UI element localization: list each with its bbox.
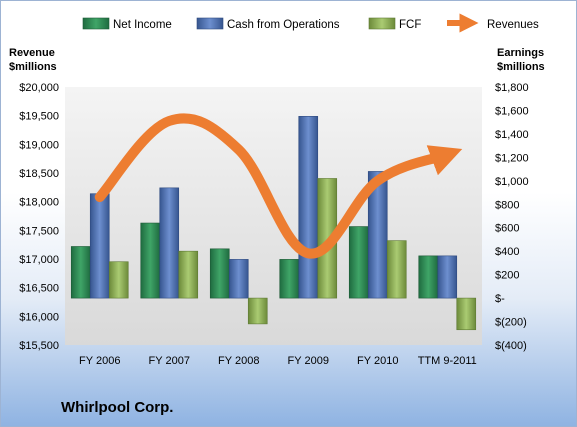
legend-item: Cash from Operations [196, 17, 340, 31]
fcf-bar [456, 297, 477, 331]
revenues-line [94, 113, 463, 259]
left-tick-label: $19,500 [19, 111, 59, 123]
cash-from-operations-bar [298, 116, 319, 299]
legend-label: FCF [399, 19, 421, 31]
right-tick-label: $200 [495, 270, 519, 282]
legend-swatch [368, 17, 396, 30]
net-income-bar [348, 226, 369, 299]
net-income-bar [279, 259, 300, 299]
left-axis-ticks: $20,000 $19,500 $19,000 $18,500 $18,000 $17,5… [19, 82, 59, 352]
left-tick-label: $17,500 [19, 225, 59, 237]
bars [70, 116, 477, 331]
left-tick-label: $19,000 [19, 139, 59, 151]
left-tick-label: $16,000 [19, 311, 59, 323]
category-label: FY 2007 [149, 355, 190, 367]
right-tick-label: $1,200 [495, 152, 529, 164]
left-tick-label: $16,500 [19, 283, 59, 295]
legend: Net Income Cash from Operations FCF Revenue… [82, 13, 539, 33]
right-axis-title-line1: Earnings [497, 47, 545, 59]
legend-item: Revenues [447, 13, 539, 33]
legend-label: Net Income [113, 19, 172, 31]
revenue-line-layer [94, 113, 463, 259]
left-tick-label: $18,000 [19, 197, 59, 209]
left-tick-label: $17,000 [19, 254, 59, 266]
right-tick-label: $1,400 [495, 129, 529, 141]
legend-item: FCF [368, 17, 421, 31]
left-tick-label: $18,500 [19, 168, 59, 180]
legend-item: Net Income [82, 17, 172, 31]
right-tick-label: $(200) [495, 317, 527, 329]
left-axis-title: Revenue $millions [9, 46, 57, 74]
right-tick-label: $(400) [495, 340, 527, 352]
left-tick-label: $15,500 [19, 340, 59, 352]
right-tick-label: $1,600 [495, 105, 529, 117]
cash-from-operations-bar [159, 187, 180, 299]
net-income-bar [418, 255, 439, 299]
cash-from-operations-bar [437, 255, 458, 299]
left-tick-label: $20,000 [19, 82, 59, 94]
cash-from-operations-bar [89, 193, 110, 299]
right-axis-ticks: $1,800 $1,600 $1,400 $1,200 $1,000 $800 $600 $4… [495, 82, 529, 352]
left-axis-title-line2: $millions [9, 61, 57, 73]
cash-from-operations-bar [367, 171, 388, 299]
category-labels: FY 2006 FY 2007 FY 2008 FY 2009 FY 2010 TTM 9… [79, 355, 477, 367]
fcf-bar [178, 250, 199, 299]
category-label: FY 2010 [357, 355, 398, 367]
right-tick-label: $400 [495, 246, 519, 258]
right-tick-label: $1,000 [495, 176, 529, 188]
right-tick-label: $800 [495, 199, 519, 211]
right-axis-title: Earnings $millions [497, 46, 545, 74]
category-label: FY 2009 [288, 355, 329, 367]
net-income-bar [209, 248, 230, 299]
legend-label: Revenues [487, 19, 539, 31]
left-axis-title-line1: Revenue [9, 47, 55, 59]
legend-label: Cash from Operations [227, 19, 340, 31]
net-income-bar [140, 222, 161, 299]
cash-from-operations-bar [228, 259, 249, 299]
category-label: FY 2008 [218, 355, 259, 367]
right-axis-title-line2: $millions [497, 61, 545, 73]
fcf-bar [386, 240, 407, 299]
company-name: Whirlpool Corp. [61, 399, 174, 416]
category-label: TTM 9-2011 [418, 355, 477, 367]
right-tick-label: $1,800 [495, 82, 529, 94]
fcf-bar [247, 297, 268, 325]
right-tick-label: $- [495, 293, 505, 305]
right-tick-label: $600 [495, 223, 519, 235]
legend-swatch [196, 17, 224, 30]
net-income-bar [70, 246, 91, 299]
legend-swatch [82, 17, 110, 30]
category-label: FY 2006 [79, 355, 120, 367]
fcf-bar [108, 261, 129, 299]
